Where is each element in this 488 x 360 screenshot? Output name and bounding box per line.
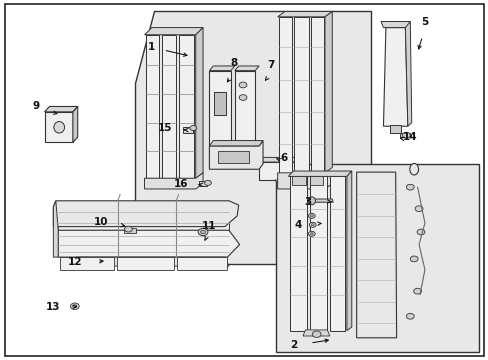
Text: 13: 13 [46,302,61,312]
Polygon shape [294,17,309,173]
Text: 5: 5 [421,17,427,27]
Polygon shape [303,157,306,180]
Polygon shape [234,66,259,71]
Polygon shape [183,127,192,133]
Circle shape [200,230,205,234]
Polygon shape [277,173,331,189]
Text: 16: 16 [174,179,188,189]
Polygon shape [380,22,409,28]
Polygon shape [209,140,263,169]
Polygon shape [209,66,234,71]
Polygon shape [44,107,78,112]
Circle shape [124,226,132,232]
Polygon shape [198,181,207,186]
Polygon shape [144,28,203,35]
Polygon shape [135,12,370,264]
Circle shape [414,206,422,212]
Polygon shape [289,176,307,330]
Text: 4: 4 [294,220,301,230]
Text: 9: 9 [32,102,40,112]
Text: 8: 8 [230,58,237,68]
Circle shape [239,82,246,88]
Polygon shape [161,35,176,178]
Ellipse shape [54,122,64,133]
Polygon shape [389,126,400,133]
Polygon shape [310,176,326,330]
Polygon shape [44,112,73,142]
Circle shape [406,314,413,319]
Polygon shape [123,228,136,233]
Polygon shape [311,199,332,202]
Polygon shape [234,71,255,146]
Circle shape [310,233,313,235]
Polygon shape [176,257,227,270]
Polygon shape [144,173,203,189]
Polygon shape [217,150,249,163]
Circle shape [310,215,313,217]
Text: 11: 11 [202,221,216,231]
Polygon shape [329,176,345,330]
Circle shape [73,305,77,308]
Text: 14: 14 [402,132,417,142]
Polygon shape [292,176,305,185]
Circle shape [402,132,409,138]
Circle shape [204,180,211,185]
Circle shape [312,331,321,337]
Polygon shape [356,172,396,338]
Text: 1: 1 [148,42,155,52]
Circle shape [308,231,315,236]
Circle shape [308,213,315,219]
Text: 3: 3 [304,197,311,207]
Polygon shape [214,92,225,116]
Polygon shape [259,157,306,162]
Text: 15: 15 [158,123,172,133]
Polygon shape [209,71,230,146]
Text: 6: 6 [279,153,286,163]
Polygon shape [346,171,351,330]
Polygon shape [146,35,158,178]
Circle shape [70,303,79,310]
Polygon shape [58,230,239,257]
Polygon shape [405,22,411,126]
Polygon shape [53,201,58,257]
Circle shape [198,228,207,235]
Polygon shape [60,257,114,270]
Circle shape [309,222,316,227]
Circle shape [416,229,424,235]
Circle shape [239,95,246,100]
Polygon shape [209,140,263,146]
Circle shape [413,288,421,294]
Polygon shape [303,330,329,336]
Polygon shape [195,28,203,178]
Polygon shape [288,171,351,176]
Polygon shape [276,164,478,352]
Circle shape [409,256,417,262]
Circle shape [189,126,196,131]
Circle shape [406,184,413,190]
Polygon shape [73,107,78,142]
Ellipse shape [307,197,315,205]
Polygon shape [179,35,194,178]
Circle shape [311,224,314,226]
Ellipse shape [409,163,418,175]
Text: 12: 12 [67,257,82,267]
Polygon shape [56,201,228,230]
Polygon shape [325,12,331,173]
Polygon shape [309,176,323,185]
Polygon shape [117,257,173,270]
Polygon shape [53,201,238,226]
Polygon shape [76,257,228,266]
Polygon shape [383,28,407,126]
Polygon shape [259,162,303,180]
Polygon shape [274,180,290,183]
Text: 2: 2 [289,340,296,350]
Polygon shape [311,17,324,173]
Text: 7: 7 [267,60,274,70]
Polygon shape [400,134,411,138]
Polygon shape [278,17,292,173]
Polygon shape [277,12,331,17]
Text: 10: 10 [93,217,108,227]
